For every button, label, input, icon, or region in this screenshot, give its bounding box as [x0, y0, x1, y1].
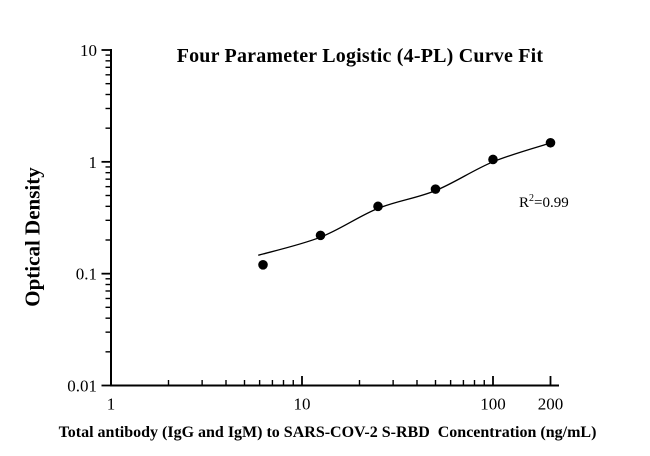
x-tick-label: 10 — [294, 395, 311, 414]
y-tick-label: 1 — [89, 153, 98, 172]
data-point — [315, 230, 326, 241]
r-squared-base: R — [519, 195, 530, 211]
data-point — [488, 154, 498, 165]
axes — [110, 49, 559, 387]
x-tick-label: 1 — [107, 395, 116, 414]
y-tick-label: 0.1 — [76, 265, 97, 284]
data-point — [430, 184, 441, 194]
x-axis-title: Total antibody (IgG and IgM) to SARS-COV… — [58, 424, 597, 441]
chart-title: Four Parameter Logistic (4-PL) Curve Fit — [176, 45, 544, 67]
x-tick-label: 100 — [480, 395, 506, 414]
y-tick-label: 0.01 — [67, 377, 97, 396]
r-squared-value: =0.99 — [534, 195, 569, 211]
fit-curve — [258, 141, 555, 256]
r-squared-exponent: 2 — [529, 193, 535, 204]
x-tick-label: 200 — [538, 395, 564, 414]
data-point — [545, 137, 556, 148]
r-squared-annotation: R2=0.99 — [519, 193, 569, 212]
y-tick-label: 10 — [80, 41, 97, 60]
data-point — [258, 260, 268, 270]
data-point — [373, 201, 383, 212]
